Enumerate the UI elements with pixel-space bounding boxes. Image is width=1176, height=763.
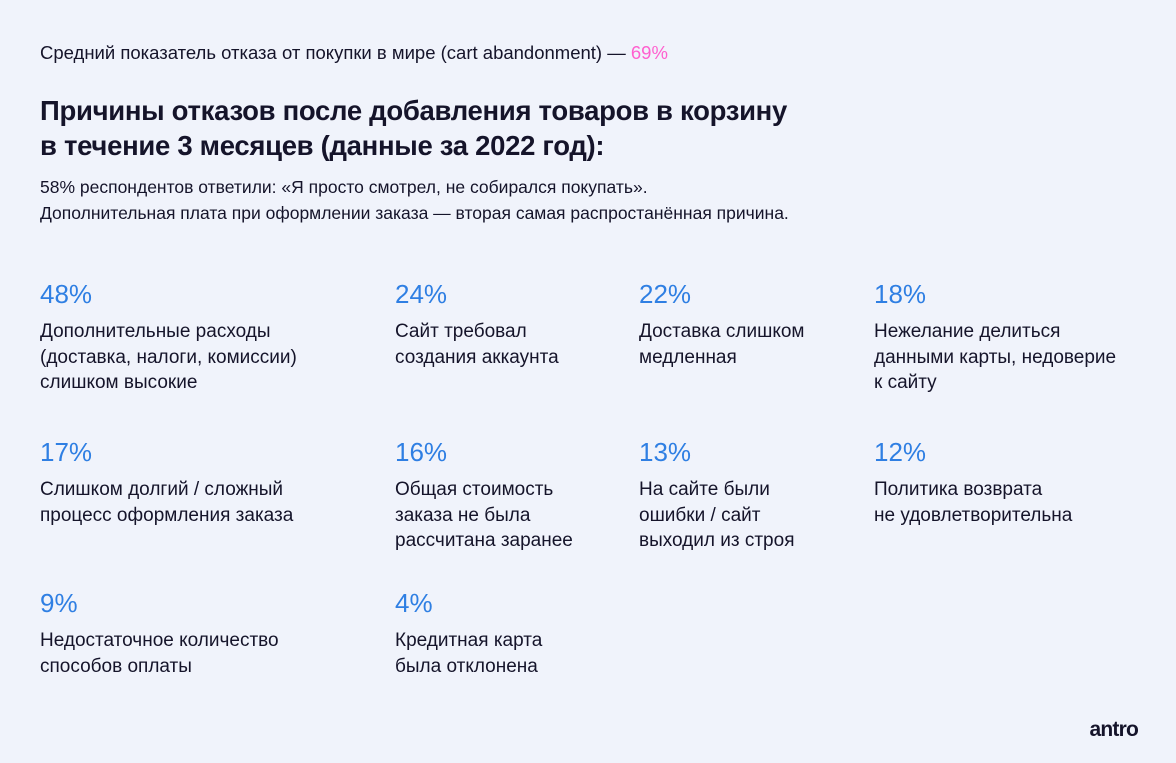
subtitle-line-1: 58% респондентов ответили: «Я просто смо… bbox=[40, 177, 648, 197]
reason-card: 17% Слишком долгий / сложный процесс офо… bbox=[40, 437, 293, 528]
reason-percent: 16% bbox=[395, 437, 448, 467]
title-line-1: Причины отказов после добавления товаров… bbox=[40, 95, 787, 126]
reason-percent: 22% bbox=[639, 279, 692, 309]
intro-highlight: 69% bbox=[630, 42, 668, 63]
subtitle: 58% респондентов ответили: «Я просто смо… bbox=[40, 174, 789, 226]
reason-percent: 12% bbox=[874, 437, 927, 467]
reason-text: На сайте были ошибки / сайт выходил из с… bbox=[639, 479, 795, 551]
reason-text: Недостаточное количество способов оплаты bbox=[40, 630, 279, 677]
reason-percent: 4% bbox=[395, 588, 433, 618]
reason-card: 18% Нежелание делиться данными карты, не… bbox=[874, 279, 1116, 396]
reason-text: Дополнительные расходы (доставка, налоги… bbox=[40, 321, 297, 393]
subtitle-line-2: Дополнительная плата при оформлении зака… bbox=[40, 203, 789, 223]
page-title: Причины отказов после добавления товаров… bbox=[40, 93, 787, 163]
reason-card: 4% Кредитная карта была отклонена bbox=[395, 588, 542, 679]
reason-card: 13% На сайте были ошибки / сайт выходил … bbox=[639, 437, 794, 554]
reason-card: 9% Недостаточное количество способов опл… bbox=[40, 588, 279, 679]
reason-text: Политика возврата не удовлетворительна bbox=[874, 479, 1073, 526]
reason-card: 48% Дополнительные расходы (доставка, на… bbox=[40, 279, 297, 396]
reason-text: Нежелание делиться данными карты, недове… bbox=[874, 321, 1117, 393]
reason-card: 12% Политика возврата не удовлетворитель… bbox=[874, 437, 1072, 528]
reason-card: 24% Сайт требовал создания аккаунта bbox=[395, 279, 559, 370]
reason-percent: 17% bbox=[40, 437, 93, 467]
reason-percent: 48% bbox=[40, 279, 93, 309]
title-line-2: в течение 3 месяцев (данные за 2022 год)… bbox=[40, 130, 605, 161]
reason-percent: 24% bbox=[395, 279, 448, 309]
reason-text: Сайт требовал создания аккаунта bbox=[395, 321, 559, 368]
intro-line: Средний показатель отказа от покупки в м… bbox=[40, 42, 668, 64]
reason-text: Слишком долгий / сложный процесс оформле… bbox=[40, 479, 294, 526]
reason-percent: 18% bbox=[874, 279, 927, 309]
reason-percent: 9% bbox=[40, 588, 78, 618]
antro-logo: antro bbox=[1089, 718, 1138, 741]
intro-text: Средний показатель отказа от покупки в м… bbox=[40, 42, 626, 63]
reason-text: Общая стоимость заказа не была рассчитан… bbox=[395, 479, 573, 551]
reason-card: 16% Общая стоимость заказа не была рассч… bbox=[395, 437, 573, 554]
reason-text: Кредитная карта была отклонена bbox=[395, 630, 543, 677]
reason-text: Доставка слишком медленная bbox=[639, 321, 805, 368]
reason-card: 22% Доставка слишком медленная bbox=[639, 279, 804, 370]
reason-percent: 13% bbox=[639, 437, 692, 467]
